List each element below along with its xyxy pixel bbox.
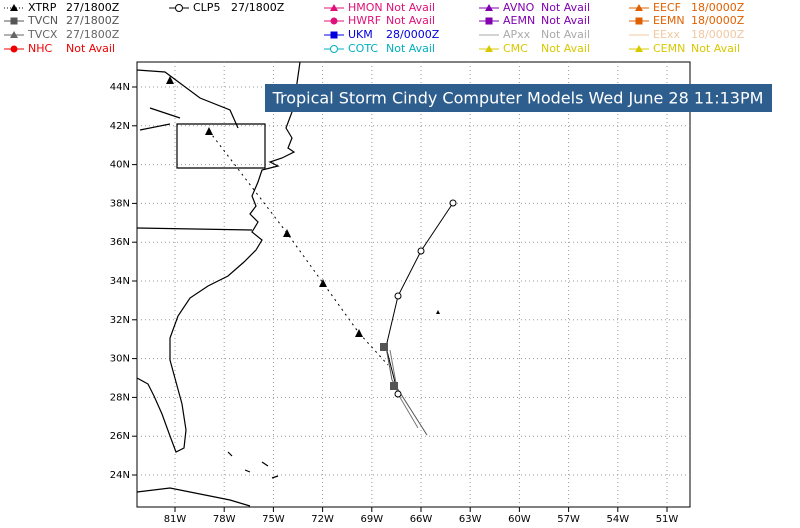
lon-label: 81W	[164, 514, 187, 525]
lat-label: 38N	[110, 198, 130, 209]
legend-model: EEMN	[653, 14, 685, 27]
legend-model: TVCN	[27, 14, 58, 27]
legend-model: CMC	[503, 42, 528, 55]
legend-model: CLP5	[193, 1, 220, 14]
legend-marker	[330, 45, 338, 53]
tvcn-track	[385, 346, 428, 436]
legend-marker	[485, 45, 493, 52]
legend-model: EExx	[653, 28, 680, 41]
legend-model: CEMN	[653, 42, 685, 55]
lon-label: 78W	[213, 514, 236, 525]
legend-marker	[330, 31, 338, 39]
legend-marker	[10, 45, 18, 53]
legend-status: Not Avail	[691, 42, 740, 55]
legend-model: COTC	[348, 42, 378, 55]
legend-status: 28/0000Z	[386, 28, 440, 41]
legend-status: Not Avail	[541, 14, 590, 27]
legend-status: 18/0000Z	[691, 14, 745, 27]
legend-status: 27/1800Z	[66, 28, 120, 41]
legend-marker	[635, 17, 643, 25]
lon-label: 54W	[606, 514, 629, 525]
map-frame	[136, 61, 691, 508]
legend-marker	[635, 45, 643, 52]
lat-label: 30N	[110, 354, 130, 365]
lon-label: 57W	[557, 514, 580, 525]
coast-line	[136, 61, 301, 453]
legend: XTRP 27/1800Z TVCN 27/1800Z TVCX 27/1800Z NHC N…	[4, 1, 745, 55]
legend-status: 27/1800Z	[66, 1, 120, 14]
legend-model: EECF	[653, 1, 681, 14]
lon-label: 63W	[459, 514, 482, 525]
legend-marker	[10, 17, 18, 25]
grid: 44N 42N 40N 38N 36N 34N 32N 30N 28N 26N 24N 81W 78W 7…	[110, 62, 690, 525]
lat-label: 34N	[110, 276, 130, 287]
legend-marker	[485, 17, 493, 25]
lon-label: 51W	[656, 514, 679, 525]
legend-marker	[485, 4, 493, 11]
lat-label: 24N	[110, 470, 130, 481]
title: Tropical Storm Cindy Computer Models Wed…	[272, 89, 764, 108]
coastline	[136, 61, 301, 507]
legend-marker	[330, 17, 338, 25]
state-lines	[136, 69, 266, 231]
lat-label: 40N	[110, 160, 130, 171]
legend-status: Not Avail	[541, 1, 590, 14]
legend-status: Not Avail	[386, 14, 435, 27]
lon-label: 66W	[410, 514, 433, 525]
clp5-markers	[394, 199, 457, 398]
tvcn-markers	[380, 343, 398, 390]
legend-marker	[635, 4, 643, 11]
legend-marker	[330, 4, 338, 11]
lon-label: 60W	[508, 514, 531, 525]
lon-label: 69W	[360, 514, 383, 525]
lat-label: 32N	[110, 315, 130, 326]
islands	[136, 451, 279, 507]
xtrp-track	[208, 130, 389, 366]
legend-status: Not Avail	[386, 42, 435, 55]
lon-label: 72W	[311, 514, 334, 525]
legend-status: 18/0000Z	[691, 1, 745, 14]
legend-status: 27/1800Z	[66, 14, 120, 27]
lat-label: 42N	[110, 121, 130, 132]
legend-model: UKM	[348, 28, 373, 41]
legend-status: Not Avail	[541, 28, 590, 41]
legend-model: XTRP	[28, 1, 57, 14]
legend-model: NHC	[28, 42, 53, 55]
legend-status: Not Avail	[541, 42, 590, 55]
title-box	[265, 84, 772, 112]
legend-model: TVCX	[27, 28, 58, 41]
legend-marker	[10, 31, 18, 38]
lat-label: 44N	[110, 82, 130, 93]
legend-marker	[10, 4, 18, 11]
legend-status: 18/0000Z	[691, 28, 745, 41]
legend-status: Not Avail	[66, 42, 115, 55]
legend-status: Not Avail	[386, 1, 435, 14]
legend-model: APxx	[503, 28, 531, 41]
tracks	[166, 76, 457, 436]
lat-label: 26N	[110, 431, 130, 442]
xtrp-markers	[166, 76, 440, 337]
legend-marker	[175, 4, 183, 12]
legend-status: 27/1800Z	[231, 1, 285, 14]
lat-label: 36N	[110, 237, 130, 248]
lon-label: 75W	[262, 514, 285, 525]
legend-model: AVNO	[503, 1, 535, 14]
legend-model: HMON	[348, 1, 383, 14]
lat-label: 28N	[110, 392, 130, 403]
legend-model: HWRF	[348, 14, 381, 27]
legend-model: AEMN	[503, 14, 535, 27]
